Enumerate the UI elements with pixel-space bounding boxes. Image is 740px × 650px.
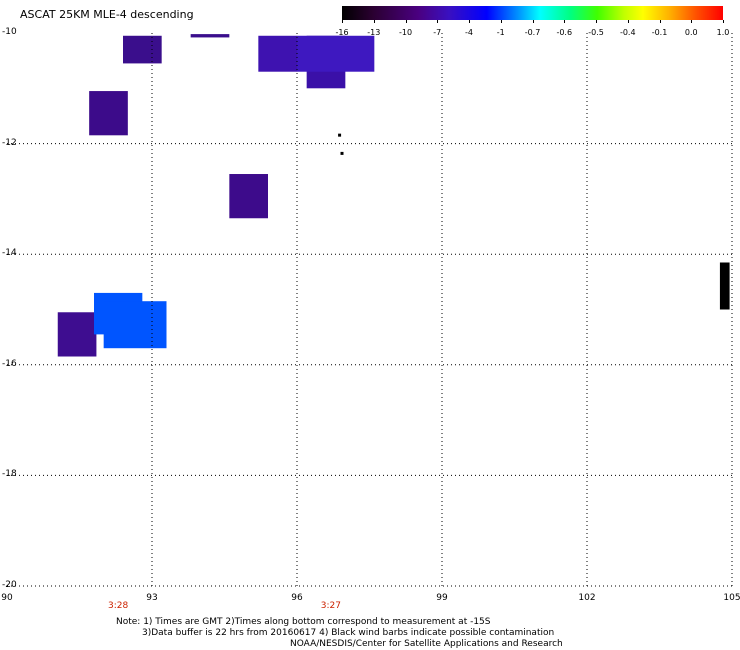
colorbar-tick xyxy=(373,20,375,23)
wind-cell xyxy=(229,174,268,219)
time-label: 3:27 xyxy=(320,601,341,611)
colorbar-label: -0.6 xyxy=(556,28,573,37)
colorbar-label: -0.1 xyxy=(651,28,668,37)
colorbar-tick xyxy=(627,20,629,23)
colorbar-label: 0.0 xyxy=(684,28,698,37)
y-tick-label: -18 xyxy=(2,469,17,480)
x-tick-label: 99 xyxy=(436,593,448,603)
colorbar-label: -0.5 xyxy=(588,28,604,37)
wind-cell xyxy=(103,301,167,349)
x-tick-label: 93 xyxy=(146,593,158,603)
wind-cell xyxy=(297,35,375,72)
colorbar-label: -4 xyxy=(465,28,473,37)
colorbar-label: 1.0 xyxy=(716,28,730,37)
colorbar-label: -13 xyxy=(367,28,381,37)
colorbar-tick xyxy=(723,20,724,23)
wind-barb xyxy=(338,133,342,137)
colorbar-label: -1 xyxy=(496,28,505,37)
colorbar-gradient xyxy=(342,6,723,20)
wind-cell xyxy=(89,91,128,136)
x-tick-label: 96 xyxy=(291,593,303,603)
colorbar-tick xyxy=(342,20,343,23)
colorbar-label: -16 xyxy=(335,28,349,37)
note-line-2: 3)Data buffer is 22 hrs from 20160617 4)… xyxy=(142,628,555,638)
x-tick-label: 102 xyxy=(578,593,596,603)
y-tick-label: -12 xyxy=(2,137,17,148)
wind-barb xyxy=(340,151,344,155)
colorbar-tick xyxy=(405,20,407,23)
wind-cell xyxy=(190,34,230,38)
note-line-3: NOAA/NESDIS/Center for Satellite Applica… xyxy=(290,639,563,649)
colorbar-tick xyxy=(659,20,661,23)
y-tick-label: -10 xyxy=(2,27,17,37)
x-tick-label: 105 xyxy=(723,593,740,603)
colorbar-tick xyxy=(500,20,502,23)
wind-cell xyxy=(258,35,297,72)
time-label: 3:28 xyxy=(108,601,129,611)
colorbar-tick xyxy=(691,20,693,23)
colorbar-tick xyxy=(564,20,566,23)
colorbar-label: -10 xyxy=(398,28,413,37)
map-title: ASCAT 25KM MLE-4 descending xyxy=(20,8,194,21)
colorbar-label: -0.7 xyxy=(524,28,541,37)
x-tick-label: 90 xyxy=(1,593,13,603)
colorbar-label: -0.4 xyxy=(619,28,636,37)
wind-cell xyxy=(57,312,97,357)
y-tick-label: -14 xyxy=(2,248,17,259)
y-tick-label: -16 xyxy=(2,358,17,369)
wind-cell xyxy=(123,35,162,64)
note-line-1: Note: 1) Times are GMT 2)Times along bot… xyxy=(116,617,491,627)
wind-cell xyxy=(719,262,730,310)
colorbar-label: -7 xyxy=(433,28,442,37)
colorbar-tick xyxy=(596,20,597,23)
colorbar-tick xyxy=(469,20,470,23)
colorbar-tick xyxy=(437,20,439,23)
y-tick-label: -20 xyxy=(2,580,17,590)
colorbar-tick xyxy=(532,20,534,23)
